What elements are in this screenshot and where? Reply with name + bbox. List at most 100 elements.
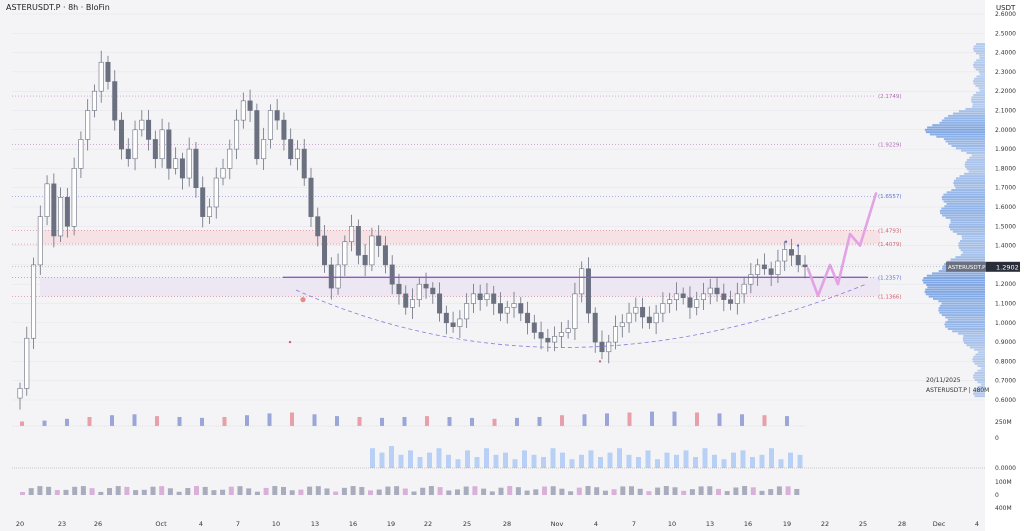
volume-bar [512, 459, 518, 468]
candle-body [484, 293, 490, 300]
volume-profile-bar [974, 388, 985, 391]
volume-bar [503, 452, 508, 468]
volume-bar [455, 459, 461, 468]
vol-panel-label: 0 [995, 435, 999, 442]
volume-bar [115, 486, 121, 495]
volume-bar [588, 450, 594, 468]
volume-bar [560, 415, 564, 426]
volume-bar [531, 454, 537, 468]
volume-bar [481, 488, 487, 495]
y-tick-label: 1.8000 [995, 165, 1016, 172]
candle-body [613, 326, 619, 343]
volume-bar [740, 414, 744, 426]
volume-bar [712, 454, 717, 468]
candle-body [308, 177, 314, 217]
candle-body [525, 312, 531, 324]
candle-body [457, 318, 463, 327]
marker-dot [796, 244, 800, 247]
volume-bar [307, 486, 313, 495]
candle-body [267, 110, 273, 140]
volume-profile-bar [958, 332, 985, 335]
volume-profile-bar [973, 45, 985, 48]
projection-path [806, 192, 878, 298]
y-tick-label: 0.6000 [995, 397, 1016, 404]
candle-body [646, 316, 652, 324]
volume-bar [585, 486, 591, 495]
volume-profile-bar [973, 355, 985, 358]
volume-bar [620, 486, 626, 495]
y-tick-label: 1.0000 [995, 320, 1016, 327]
volume-bar [674, 454, 679, 468]
candle-body [335, 264, 341, 289]
volume-profile-bar [974, 378, 985, 381]
volume-profile-bar [962, 251, 985, 254]
volume-bar [550, 486, 556, 495]
y-tick-label: 0.9000 [995, 339, 1016, 346]
volume-bar [493, 454, 499, 468]
y-tick-label: 1.7000 [995, 185, 1016, 192]
volume-profile-bar [976, 75, 985, 78]
candle-body [477, 293, 483, 300]
candle-body [362, 254, 368, 266]
candle-body [17, 388, 23, 399]
volume-profile-bar [977, 381, 985, 384]
candle-body [328, 264, 334, 289]
volume-bar [533, 489, 539, 495]
volume-bar [254, 491, 260, 495]
candle-body [342, 241, 348, 266]
volume-profile-bar [975, 68, 985, 71]
volume-bar [489, 491, 495, 495]
volume-bar [341, 487, 347, 495]
volume-bar [778, 459, 784, 468]
candle-body [274, 110, 280, 121]
volume-profile-bar [955, 147, 985, 150]
candle-body [579, 268, 585, 295]
volume-profile-bar [953, 182, 985, 185]
volume-profile-bar [974, 348, 985, 351]
candle-body [728, 299, 734, 304]
volume-bar [237, 486, 243, 495]
volume-bar [769, 448, 774, 468]
volume-profile-bar [959, 239, 985, 242]
volume-profile-bar [972, 105, 985, 108]
volume-profile-bar [941, 314, 985, 317]
volume-profile-bar [952, 330, 985, 333]
x-tick-label: 4 [594, 520, 598, 528]
volume-bar [290, 412, 294, 426]
watermark-date: 20/11/2025 [926, 377, 961, 384]
candle-body [173, 158, 179, 169]
volume-profile-bar [980, 367, 985, 370]
volume-bar [569, 459, 575, 468]
volume-bar [698, 486, 704, 495]
volume-profile-bar [952, 112, 985, 115]
x-tick-label: Nov [551, 520, 564, 528]
volume-bar [28, 488, 34, 495]
volume-bar [246, 488, 252, 495]
volume-bar [267, 413, 272, 426]
candle-body [396, 283, 402, 295]
volume-bar [185, 487, 191, 495]
volume-profile-bar [979, 54, 985, 57]
volume-profile-bar [939, 209, 985, 212]
volume-bar [655, 487, 661, 495]
symbol-title[interactable]: ASTERUSDT.P · 8h · BloFin [6, 3, 110, 12]
volume-bar [582, 414, 587, 426]
volume-bar [177, 417, 182, 426]
volume-bar [607, 452, 613, 468]
volume-bar [498, 487, 504, 495]
symbol-tag-label: ASTERUSDT.P [948, 265, 986, 271]
volume-bar [492, 418, 497, 426]
volume-bar [717, 413, 722, 426]
volume-bar [63, 489, 69, 495]
volume-profile-bar [941, 207, 985, 210]
volume-bar [541, 457, 546, 468]
volume-bar [398, 454, 404, 468]
volume-profile-bar [959, 175, 985, 178]
volume-bar [559, 488, 565, 495]
x-tick-label: 19 [387, 520, 395, 528]
volume-bar [650, 411, 654, 426]
volume-bar [465, 450, 470, 468]
volume-bar [672, 487, 678, 495]
